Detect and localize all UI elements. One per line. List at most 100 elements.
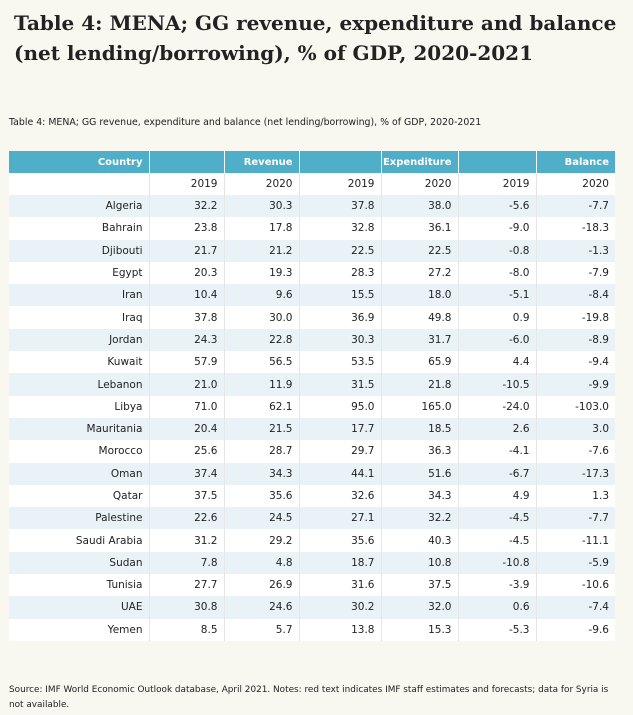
value-cell: -5.1 (457, 284, 536, 307)
value-cell: -1.3 (535, 239, 615, 262)
value-cell: 21.8 (380, 373, 458, 396)
table-row: Bahrain 23.8 17.8 32.8 36.1 -9.0 -18.3 (9, 217, 615, 240)
header-expenditure-spacer (298, 151, 381, 173)
table-row: Jordan 24.3 22.8 30.3 31.7 -6.0 -8.9 (9, 328, 615, 352)
value-cell: 24.5 (223, 507, 299, 530)
header-year: 2020 (535, 173, 615, 195)
value-cell: 95.0 (298, 395, 381, 418)
value-cell: 21.2 (223, 239, 299, 262)
value-cell: 36.3 (380, 440, 458, 463)
value-cell: 65.9 (380, 351, 458, 374)
value-cell: 18.0 (380, 284, 458, 307)
value-cell: -17.3 (535, 462, 615, 485)
value-cell: -7.4 (535, 596, 615, 619)
country-cell: Tunisia (9, 574, 149, 597)
value-cell: 32.8 (298, 217, 381, 240)
value-cell: 4.8 (223, 551, 299, 575)
value-cell: -9.4 (535, 351, 615, 374)
value-cell: 30.0 (223, 306, 299, 329)
value-cell: 18.7 (298, 551, 381, 575)
country-cell: Bahrain (9, 217, 149, 240)
country-cell: Libya (9, 395, 149, 418)
value-cell: -10.6 (535, 574, 615, 597)
value-cell: 17.8 (223, 217, 299, 240)
table-row: Libya 71.0 62.1 95.0 165.0 -24.0 -103.0 (9, 395, 615, 418)
country-cell: Palestine (9, 507, 149, 530)
value-cell: 24.3 (148, 328, 224, 352)
header-years-row: 2019 2020 2019 2020 2019 2020 (9, 173, 615, 195)
table-row: Iraq 37.8 30.0 36.9 49.8 0.9 -19.8 (9, 306, 615, 329)
header-revenue-spacer (148, 151, 224, 173)
table-row: Morocco 25.6 28.7 29.7 36.3 -4.1 -7.6 (9, 440, 615, 463)
country-cell: Sudan (9, 551, 149, 575)
table-row: Iran 10.4 9.6 15.5 18.0 -5.1 -8.4 (9, 284, 615, 307)
table-row: Algeria 32.2 30.3 37.8 38.0 -5.6 -7.7 (9, 195, 615, 218)
country-cell: Morocco (9, 440, 149, 463)
country-cell: Yemen (9, 618, 149, 641)
value-cell: 20.3 (148, 261, 224, 285)
value-cell: -4.5 (457, 529, 536, 552)
table-caption: Table 4: MENA; GG revenue, expenditure a… (9, 117, 482, 128)
country-cell: Oman (9, 462, 149, 485)
value-cell: 35.6 (298, 529, 381, 552)
value-cell: 1.3 (535, 484, 615, 508)
value-cell: 28.3 (298, 261, 381, 285)
value-cell: -0.8 (457, 239, 536, 262)
country-cell: Iraq (9, 306, 149, 329)
table-row: Tunisia 27.7 26.9 31.6 37.5 -3.9 -10.6 (9, 574, 615, 597)
value-cell: 27.2 (380, 261, 458, 285)
value-cell: 11.9 (223, 373, 299, 396)
value-cell: 22.5 (380, 239, 458, 262)
value-cell: -5.6 (457, 195, 536, 218)
value-cell: 62.1 (223, 395, 299, 418)
value-cell: -9.6 (535, 618, 615, 641)
value-cell: 28.7 (223, 440, 299, 463)
value-cell: 19.3 (223, 261, 299, 285)
value-cell: 13.8 (298, 618, 381, 641)
value-cell: -5.9 (535, 551, 615, 575)
value-cell: -9.9 (535, 373, 615, 396)
country-cell: Qatar (9, 484, 149, 508)
value-cell: 30.2 (298, 596, 381, 619)
value-cell: -11.1 (535, 529, 615, 552)
value-cell: 38.0 (380, 195, 458, 218)
value-cell: 21.5 (223, 417, 299, 441)
value-cell: 32.2 (148, 195, 224, 218)
value-cell: -7.7 (535, 195, 615, 218)
table-row: UAE 30.8 24.6 30.2 32.0 0.6 -7.4 (9, 596, 615, 619)
value-cell: 37.5 (380, 574, 458, 597)
value-cell: -10.5 (457, 373, 536, 396)
header-group-row: Country Revenue Expenditure Balance (9, 151, 615, 173)
value-cell: 7.8 (148, 551, 224, 575)
value-cell: 165.0 (380, 395, 458, 418)
value-cell: 10.8 (380, 551, 458, 575)
source-note: Source: IMF World Economic Outlook datab… (9, 685, 609, 710)
header-balance: Balance (535, 151, 615, 173)
country-cell: Lebanon (9, 373, 149, 396)
country-cell: Algeria (9, 195, 149, 218)
value-cell: -18.3 (535, 217, 615, 240)
table-row: Saudi Arabia 31.2 29.2 35.6 40.3 -4.5 -11.1 (9, 529, 615, 552)
value-cell: 37.4 (148, 462, 224, 485)
value-cell: 31.7 (380, 328, 458, 352)
value-cell: -103.0 (535, 395, 615, 418)
value-cell: 32.2 (380, 507, 458, 530)
value-cell: -3.9 (457, 574, 536, 597)
value-cell: 30.3 (298, 328, 381, 352)
value-cell: 15.3 (380, 618, 458, 641)
value-cell: 71.0 (148, 395, 224, 418)
value-cell: 3.0 (535, 417, 615, 441)
value-cell: 22.6 (148, 507, 224, 530)
country-cell: Djibouti (9, 239, 149, 262)
table-row: Djibouti 21.7 21.2 22.5 22.5 -0.8 -1.3 (9, 239, 615, 262)
country-cell: Jordan (9, 328, 149, 352)
header-year: 2020 (380, 173, 458, 195)
country-cell: Kuwait (9, 351, 149, 374)
header-year: 2020 (223, 173, 299, 195)
value-cell: -5.3 (457, 618, 536, 641)
value-cell: 25.6 (148, 440, 224, 463)
page-title: Table 4: MENA; GG revenue, expenditure a… (14, 11, 617, 65)
value-cell: 29.2 (223, 529, 299, 552)
value-cell: -9.0 (457, 217, 536, 240)
value-cell: 22.8 (223, 328, 299, 352)
